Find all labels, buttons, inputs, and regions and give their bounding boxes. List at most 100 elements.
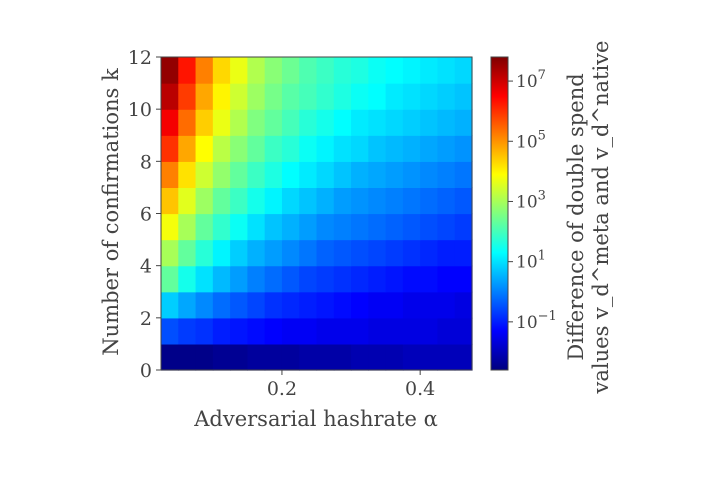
colorbar-label-line1: Difference of double spend — [564, 73, 588, 360]
heatmap-cell — [385, 317, 404, 345]
heatmap-cell — [299, 291, 318, 319]
heatmap-cell — [264, 265, 283, 293]
heatmap-cell — [402, 57, 421, 84]
colorbar-label-line2: values v_d^meta and v_d^native — [589, 41, 613, 395]
y-axis-label: Number of confirmations k — [99, 68, 123, 356]
heatmap-cell — [281, 343, 300, 371]
heatmap-cell — [368, 291, 387, 319]
heatmap-cell — [281, 57, 300, 84]
heatmap-cell — [454, 161, 473, 189]
heatmap-cell — [368, 109, 387, 136]
y-tick-label: 12 — [128, 47, 152, 69]
heatmap-cell — [212, 161, 231, 189]
heatmap-cell — [178, 265, 197, 293]
heatmap-cell — [333, 161, 352, 189]
heatmap-cell — [264, 343, 283, 371]
heatmap-cell — [420, 317, 439, 345]
y-tick-label: 2 — [140, 308, 152, 330]
heatmap-cell — [437, 265, 456, 293]
heatmap-cell — [247, 161, 266, 189]
heatmap-cell — [161, 187, 179, 215]
heatmap-cell — [299, 135, 318, 162]
heatmap-cell — [351, 187, 369, 215]
heatmap-cell — [264, 291, 283, 319]
y-tick-label: 0 — [140, 360, 152, 382]
heatmap-cell — [264, 317, 283, 345]
heatmap-cell — [454, 109, 473, 136]
heatmap-cell — [316, 317, 335, 345]
heatmap-cell — [420, 161, 439, 189]
heatmap-cell — [299, 343, 318, 371]
heatmap-cell — [230, 239, 248, 267]
heatmap-cell — [368, 57, 387, 84]
heatmap-cell — [316, 343, 335, 371]
heatmap-cell — [178, 343, 197, 371]
heatmap-cell — [195, 239, 214, 267]
heatmap-cell — [437, 317, 456, 345]
heatmap-cell — [316, 161, 335, 189]
heatmap-cell — [454, 317, 473, 345]
heatmap-cell — [195, 161, 214, 189]
heatmap-cell — [316, 239, 335, 267]
heatmap-cell — [351, 135, 369, 162]
heatmap-cell — [368, 161, 387, 189]
heatmap-cell — [316, 57, 335, 84]
colorbar-tick-label: 101 — [516, 249, 546, 273]
heatmap-cell — [230, 187, 248, 215]
x-axis-label: Adversarial hashrate α — [193, 407, 438, 431]
heatmap-cell — [247, 239, 266, 267]
heatmap-cell — [247, 135, 266, 162]
heatmap-cell — [161, 343, 179, 371]
heatmap-cell — [299, 109, 318, 136]
heatmap-cell — [420, 109, 439, 136]
heatmap-cell — [368, 187, 387, 215]
heatmap-cell — [230, 109, 248, 136]
heatmap-cell — [385, 239, 404, 267]
heatmap-cell — [368, 317, 387, 345]
heatmap-cell — [333, 109, 352, 136]
heatmap-cell — [333, 83, 352, 110]
heatmap-cell — [333, 291, 352, 319]
heatmap-cell — [420, 239, 439, 267]
heatmap-cell — [316, 213, 335, 241]
heatmap-cell — [195, 83, 214, 110]
heatmap-cell — [299, 213, 318, 241]
heatmap-cell — [230, 265, 248, 293]
heatmap-cell — [195, 317, 214, 345]
heatmap-cell — [195, 291, 214, 319]
heatmap-cell — [161, 291, 179, 319]
heatmap-cell — [247, 109, 266, 136]
heatmap-cell — [351, 83, 369, 110]
heatmap-cell — [178, 317, 197, 345]
heatmap-cell — [230, 291, 248, 319]
heatmap-cell — [351, 161, 369, 189]
heatmap-cell — [299, 57, 318, 84]
heatmap-cell — [178, 187, 197, 215]
heatmap-cell — [230, 213, 248, 241]
heatmap-cell — [264, 109, 283, 136]
heatmap-cell — [281, 161, 300, 189]
heatmap-cell — [178, 109, 197, 136]
x-axis: 0.2 0.4 — [267, 370, 435, 400]
colorbar-ticks: 10−1 101 103 105 107 — [508, 68, 557, 333]
heatmap-cell — [281, 83, 300, 110]
heatmap-cell — [161, 83, 179, 110]
heatmap-cell — [316, 187, 335, 215]
heatmap-cell — [402, 239, 421, 267]
heatmap-cell — [281, 291, 300, 319]
heatmap-cell — [437, 239, 456, 267]
heatmap-cell — [264, 239, 283, 267]
heatmap-cell — [420, 343, 439, 371]
heatmap-cell — [385, 343, 404, 371]
heatmap-cell — [385, 213, 404, 241]
x-tick-label: 0.2 — [267, 378, 297, 400]
heatmap-cell — [281, 187, 300, 215]
heatmap-cell — [299, 161, 318, 189]
heatmap-cell — [420, 135, 439, 162]
heatmap-cell — [195, 213, 214, 241]
colorbar-tick-label: 10−1 — [516, 309, 557, 333]
heatmap-cell — [212, 343, 231, 371]
heatmap-cell — [385, 291, 404, 319]
heatmap-cell — [212, 57, 231, 84]
heatmap-cell — [178, 213, 197, 241]
